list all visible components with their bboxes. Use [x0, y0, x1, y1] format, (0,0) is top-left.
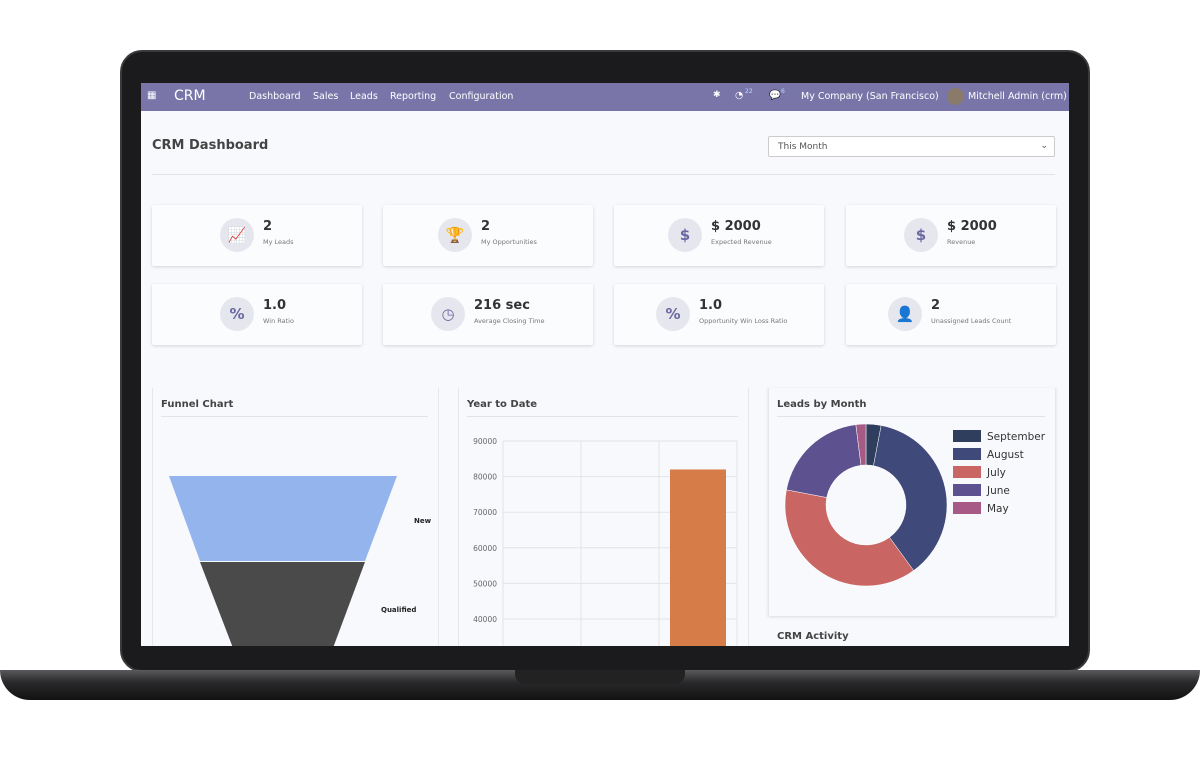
legend-label: June: [986, 485, 1010, 497]
divider: [152, 174, 1055, 175]
kpi-card[interactable]: $ $ 2000 Expected Revenue: [614, 205, 824, 266]
kpi-card[interactable]: ◷ 216 sec Average Closing Time: [383, 284, 593, 345]
donut-slice: [784, 489, 914, 587]
legend-swatch: [953, 430, 981, 442]
kpi-card[interactable]: 🏆 2 My Opportunities: [383, 205, 593, 266]
kpi-card[interactable]: 👤 2 Unassigned Leads Count: [846, 284, 1056, 345]
ytd-title: Year to Date: [467, 399, 538, 410]
kpi-value: 2: [481, 219, 491, 234]
legend-swatch: [953, 448, 981, 460]
donut-chart: September August July June May: [784, 423, 1046, 587]
top-navbar: ▦ CRM Dashboard Sales Leads Reporting Co…: [141, 83, 1069, 111]
funnel-label: New: [414, 517, 432, 525]
user-menu[interactable]: Mitchell Admin (crm): [968, 91, 1067, 102]
activity-clock-icon[interactable]: ◔: [735, 90, 744, 101]
kpi-label: Revenue: [947, 238, 976, 246]
kpi-card[interactable]: % 1.0 Win Ratio: [152, 284, 362, 345]
y-tick-label: 50000: [473, 579, 497, 588]
funnel-chart: New Qualified: [169, 476, 432, 646]
kpi-value: 1.0: [699, 298, 723, 313]
user-x-icon: 👤: [888, 297, 922, 331]
kpi-label: My Leads: [263, 238, 294, 246]
donut-slice: [873, 425, 948, 571]
legend-label: July: [986, 467, 1006, 479]
menu-sales[interactable]: Sales: [313, 91, 339, 102]
kpi-card[interactable]: % 1.0 Opportunity Win Loss Ratio: [614, 284, 824, 345]
avatar[interactable]: [947, 88, 964, 105]
funnel-label: Qualified: [381, 606, 416, 614]
funnel-title: Funnel Chart: [161, 399, 234, 410]
screen: ▦ CRM Dashboard Sales Leads Reporting Co…: [141, 83, 1069, 646]
legend-label: May: [987, 503, 1009, 515]
divider: [777, 416, 1045, 417]
divider: [467, 416, 738, 417]
message-count: 6: [781, 88, 785, 95]
bug-icon[interactable]: ✱: [713, 90, 721, 100]
kpi-label: My Opportunities: [481, 238, 537, 246]
apps-menu-icon[interactable]: ▦: [147, 90, 157, 101]
legend-swatch: [953, 502, 981, 514]
chat-icon[interactable]: 💬: [769, 90, 781, 101]
legend-label: September: [987, 431, 1046, 443]
leads-title: Leads by Month: [777, 399, 867, 410]
kpi-value: $ 2000: [947, 219, 997, 234]
divider: [161, 416, 428, 417]
company-switcher[interactable]: My Company (San Francisco): [801, 91, 939, 102]
percent-icon: %: [220, 297, 254, 331]
kpi-value: $ 2000: [711, 219, 761, 234]
percent-icon: %: [656, 297, 690, 331]
funnel-stage-0: [169, 476, 397, 561]
funnel-panel: Funnel Chart New Qualified: [152, 388, 439, 646]
legend-swatch: [953, 484, 981, 496]
activity-title: CRM Activity: [777, 631, 849, 642]
kpi-label: Opportunity Win Loss Ratio: [699, 317, 788, 325]
kpi-value: 2: [931, 298, 941, 313]
leads-panel: Leads by Month September August July June Ma…: [768, 388, 1056, 616]
clock-icon: ◷: [431, 297, 465, 331]
kpi-value: 2: [263, 219, 273, 234]
menu-configuration[interactable]: Configuration: [449, 91, 514, 102]
y-tick-label: 60000: [473, 544, 497, 553]
trophy-icon: 🏆: [438, 218, 472, 252]
ytd-panel: Year to Date 90000 80000 70000 60000 50000 40…: [458, 388, 749, 646]
app-title[interactable]: CRM: [174, 88, 206, 104]
menu-leads[interactable]: Leads: [350, 91, 378, 102]
kpi-value: 216 sec: [474, 298, 530, 313]
kpi-label: Unassigned Leads Count: [931, 317, 1012, 325]
menu-reporting[interactable]: Reporting: [390, 91, 437, 102]
kpi-card[interactable]: 📈 2 My Leads: [152, 205, 362, 266]
period-select[interactable]: This Month ⌄: [768, 136, 1055, 157]
kpi-label: Average Closing Time: [474, 317, 545, 325]
donut-slice: [786, 424, 862, 498]
chart-line-icon: 📈: [220, 218, 254, 252]
activity-count: 22: [745, 88, 753, 95]
bar-chart: 90000 80000 70000 60000 50000 40000: [473, 437, 738, 646]
y-tick-label: 70000: [473, 508, 497, 517]
page-title: CRM Dashboard: [152, 138, 269, 153]
menu-dashboard[interactable]: Dashboard: [249, 91, 301, 102]
kpi-card[interactable]: $ $ 2000 Revenue: [846, 205, 1056, 266]
kpi-value: 1.0: [263, 298, 287, 313]
kpi-label: Win Ratio: [263, 317, 294, 325]
laptop-notch: [515, 670, 685, 684]
legend-label: August: [987, 449, 1024, 461]
dollar-icon: $: [668, 218, 702, 252]
period-value: This Month: [778, 142, 828, 152]
y-tick-label: 80000: [473, 473, 497, 482]
y-tick-label: 40000: [473, 615, 497, 624]
chevron-down-icon: ⌄: [1040, 141, 1048, 151]
bar: [670, 469, 726, 646]
legend-swatch: [953, 466, 981, 478]
dollar-icon: $: [904, 218, 938, 252]
kpi-label: Expected Revenue: [711, 238, 772, 246]
donut-slice: [855, 423, 867, 466]
y-tick-label: 90000: [473, 437, 497, 446]
funnel-stage-1: [200, 562, 365, 646]
